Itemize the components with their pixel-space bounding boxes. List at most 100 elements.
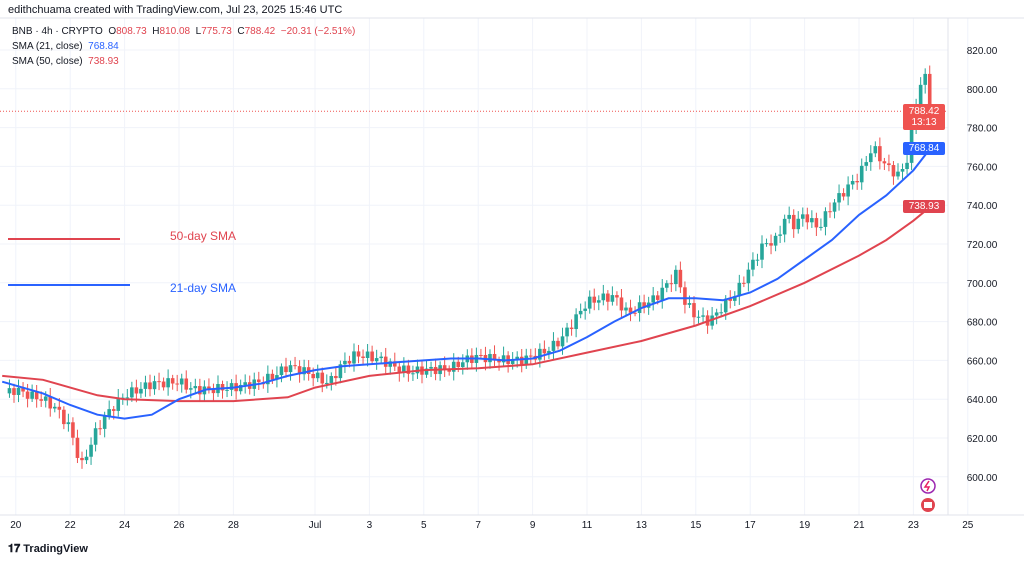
candle-body: [601, 293, 606, 301]
candle-body: [229, 383, 234, 390]
high-value: 810.08: [159, 26, 191, 37]
sma21-legend[interactable]: SMA (21, close) 768.84: [12, 39, 355, 54]
candle-body: [107, 409, 111, 417]
candle-body: [25, 391, 30, 399]
candle-body: [225, 389, 229, 391]
open-label: O: [108, 26, 117, 37]
candle-body: [374, 358, 379, 362]
candle-body: [701, 315, 705, 317]
candle-body: [198, 386, 202, 395]
candle-body: [524, 355, 529, 365]
sma50-legend[interactable]: SMA (50, close) 738.93: [12, 54, 355, 69]
candle-body: [270, 373, 275, 380]
y-tick-label: 800.00: [967, 85, 998, 96]
candle-body: [89, 444, 93, 457]
candle-body: [52, 406, 57, 409]
candle-body: [402, 365, 406, 373]
candle-body: [742, 282, 746, 284]
candle-body: [846, 184, 850, 197]
candle-body: [334, 375, 338, 379]
candle-body: [139, 388, 143, 394]
tradingview-logo[interactable]: 𝟏𝟕 TradingView: [8, 543, 88, 556]
candle-body: [728, 298, 733, 301]
candle-body: [664, 283, 669, 288]
candle-body: [823, 211, 828, 227]
candle-body: [184, 378, 189, 390]
y-tick-label: 640.00: [967, 395, 998, 406]
candle-body: [347, 360, 352, 364]
candle-body: [832, 202, 837, 212]
candle-body: [606, 293, 610, 302]
candle-body: [388, 361, 393, 367]
candle-body: [288, 365, 293, 373]
candle-body: [542, 348, 547, 354]
candle-body: [587, 296, 592, 309]
candle-body: [66, 422, 71, 425]
candle-body: [243, 382, 247, 385]
candle-body: [125, 397, 130, 399]
candle-body: [651, 295, 655, 303]
calendar-event-icon[interactable]: [921, 498, 935, 512]
change-value: −20.31 (−2.51%): [280, 26, 356, 37]
candle-body: [692, 303, 696, 318]
candle-body: [293, 365, 297, 367]
lightning-icon[interactable]: [920, 478, 936, 494]
symbol[interactable]: BNB · 4h · CRYPTO: [12, 26, 103, 37]
x-tick-label: 5: [421, 520, 427, 531]
candle-body: [628, 307, 633, 313]
candle-body: [311, 373, 315, 379]
x-tick-label: 11: [582, 520, 593, 531]
x-tick-label: Jul: [309, 520, 322, 531]
x-tick-label: 25: [962, 520, 974, 531]
x-tick-label: 19: [799, 520, 811, 531]
x-tick-label: 13: [636, 520, 648, 531]
candle-body: [787, 214, 791, 219]
candle-body: [7, 388, 12, 394]
candle-body: [782, 218, 787, 235]
candle-body: [624, 307, 628, 311]
candle-body: [12, 388, 16, 395]
candle-body: [429, 366, 433, 369]
candle-body: [488, 353, 492, 363]
x-tick-label: 23: [908, 520, 920, 531]
candle-body: [170, 378, 175, 384]
candle-body: [719, 312, 723, 314]
candle-body: [297, 366, 302, 375]
candle-body: [674, 269, 678, 285]
candle-body: [769, 243, 773, 246]
sma50-price-tag: 738.93: [903, 200, 945, 214]
x-tick-label: 28: [228, 520, 240, 531]
candle-body: [778, 234, 782, 236]
x-tick-label: 7: [475, 520, 481, 531]
candle-body: [266, 373, 270, 385]
candle-body: [157, 381, 161, 383]
y-tick-label: 820.00: [967, 46, 998, 57]
candle-body: [370, 351, 374, 362]
candle-body: [284, 366, 288, 373]
candle-body: [479, 354, 483, 356]
candle-body: [256, 379, 261, 383]
candle-body: [828, 211, 832, 213]
x-tick-label: 22: [65, 520, 77, 531]
candle-body: [556, 340, 560, 347]
candle-body: [565, 327, 569, 337]
candle-body: [343, 360, 347, 365]
x-tick-label: 24: [119, 520, 131, 531]
candle-body: [519, 356, 524, 365]
candle-body: [238, 384, 243, 392]
candle-body: [220, 384, 225, 391]
candle-body: [547, 350, 551, 354]
candle-body: [451, 361, 456, 372]
candle-body: [152, 381, 157, 390]
candle-body: [501, 355, 506, 363]
candle-body: [356, 351, 361, 357]
last-price-tag: 788.42 13:13: [903, 104, 945, 131]
x-tick-label: 26: [173, 520, 185, 531]
candle-body: [855, 181, 859, 183]
candle-body: [615, 295, 619, 298]
candle-body: [714, 312, 719, 316]
y-tick-label: 720.00: [967, 240, 998, 251]
x-tick-label: 20: [10, 520, 22, 531]
